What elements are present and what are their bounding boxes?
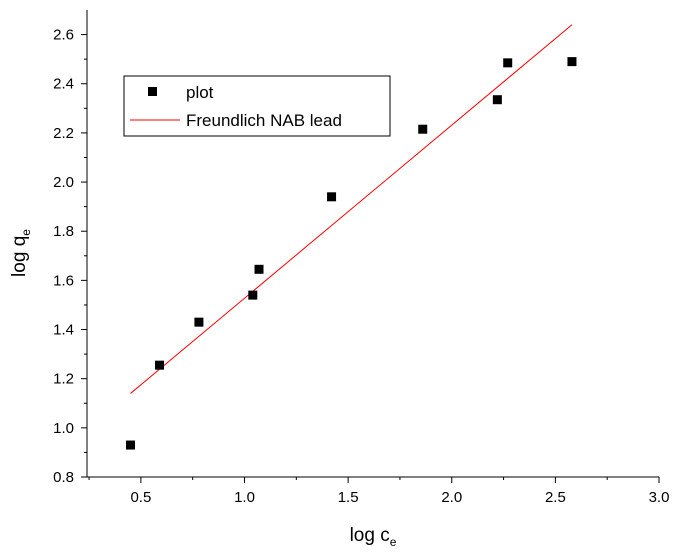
y-axis-label-subscript: e (19, 229, 33, 236)
x-tick-label: 2.0 (441, 489, 462, 506)
x-axis-label-main: log c (350, 525, 390, 546)
data-point (503, 58, 513, 68)
y-tick-label: 0.8 (53, 469, 74, 486)
y-tick-label: 2.0 (53, 174, 74, 191)
x-tick-label: 1.5 (338, 489, 359, 506)
x-tick-label: 0.5 (130, 489, 151, 506)
data-point (126, 440, 136, 450)
y-tick-label: 2.6 (53, 27, 74, 44)
y-tick-label: 1.6 (53, 272, 74, 289)
x-axis-label-subscript: e (390, 535, 397, 549)
data-point (567, 57, 577, 67)
x-tick-label: 3.0 (649, 489, 670, 506)
y-tick-label: 2.4 (53, 76, 74, 93)
data-point (254, 264, 264, 274)
data-point (327, 192, 337, 202)
data-point (418, 124, 428, 134)
x-axis-ticks: 0.5 1.0 1.5 2.0 2.5 3.0 (88, 477, 670, 506)
data-point (492, 95, 502, 105)
legend-marker-plot (148, 87, 157, 96)
scatter-points-layer (126, 57, 577, 450)
axes (86, 10, 659, 478)
y-tick-label: 1.8 (53, 223, 74, 240)
data-point (155, 360, 165, 370)
x-tick-label: 2.5 (545, 489, 566, 506)
x-axis-label: log ce (350, 525, 397, 549)
fit-line-layer (130, 24, 573, 394)
legend-label-plot: plot (186, 83, 214, 102)
legend-label-fit: Freundlich NAB lead (186, 111, 342, 130)
y-axis-label-main: log q (9, 236, 30, 277)
legend-box (123, 75, 391, 137)
freundlich-fit-line (130, 24, 573, 394)
y-tick-label: 1.2 (53, 371, 74, 388)
data-point (194, 317, 204, 327)
y-axis-label: log qe (9, 229, 33, 277)
y-axis-ticks: 0.8 1.0 1.2 1.4 1.6 1.8 2.0 2.2 2.4 2.6 (53, 27, 87, 486)
y-tick-label: 1.4 (53, 322, 74, 339)
x-tick-label: 1.0 (234, 489, 255, 506)
legend: plot Freundlich NAB lead (123, 75, 391, 137)
y-tick-label: 1.0 (53, 420, 74, 437)
data-point (248, 290, 258, 300)
y-tick-label: 2.2 (53, 125, 74, 142)
